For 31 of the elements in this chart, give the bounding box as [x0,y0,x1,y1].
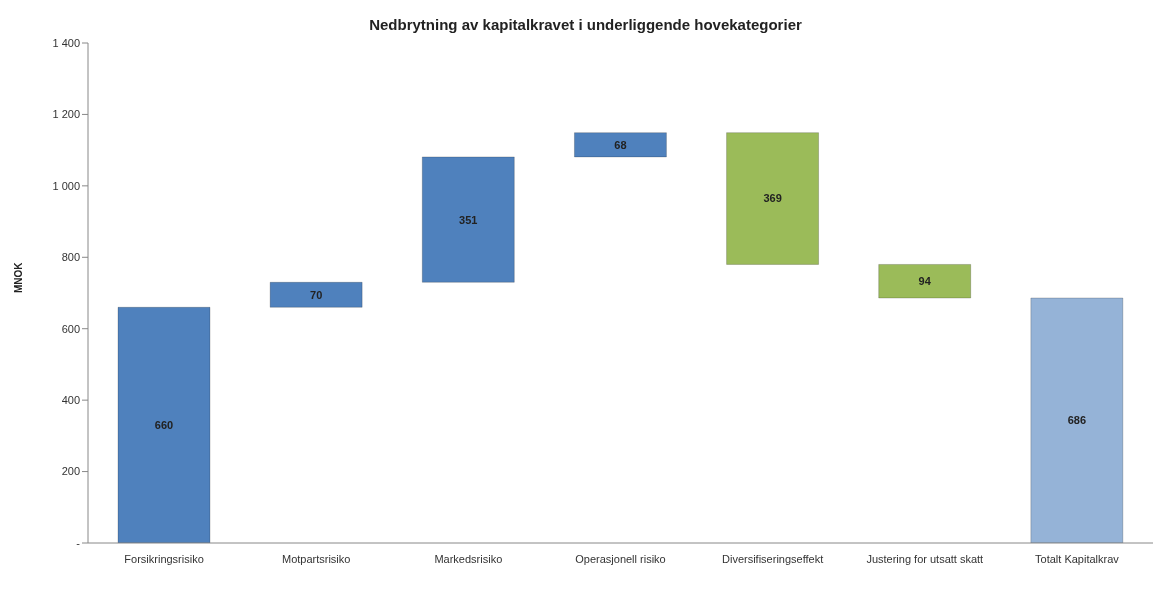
bar [269,281,363,308]
y-tick-label: 1 200 [52,108,80,121]
chart-title: Nedbrytning av kapitalkravet i underliggende hovekategorier [368,15,803,33]
x-tick-label: Justering for utsatt skatt [866,553,984,565]
data-label: 686 [1067,414,1087,427]
data-label: 369 [763,192,782,205]
data-label: 68 [614,138,627,151]
x-tick-label: Markedsrisiko [434,553,503,565]
bar [421,156,515,283]
y-tick-label: 600 [61,322,80,335]
bar [726,132,820,265]
data-label: 70 [310,288,323,301]
x-tick-label: Operasjonell risiko [575,553,666,565]
x-tick-label: Forsikringsrisiko [124,553,204,565]
y-axis-title: MNOK [12,261,24,293]
x-tick-label: Motpartsrisiko [281,553,351,565]
y-tick-label: - [76,536,81,549]
y-tick-label: 800 [61,251,80,264]
x-tick-label: Totalt Kapitalkrav [1035,553,1120,565]
data-label: 660 [154,419,174,432]
y-tick-label: 1 000 [52,179,80,192]
x-tick-label: Diversifiseringseffekt [722,553,824,565]
bar [1030,297,1124,543]
data-label: 351 [459,213,478,226]
y-tick-label: 200 [61,465,80,478]
data-label: 94 [918,275,932,288]
y-tick-label: 1 400 [52,36,80,49]
bar [117,306,211,543]
y-tick-label: 400 [61,394,80,407]
bar [573,132,667,158]
bar [878,263,972,299]
